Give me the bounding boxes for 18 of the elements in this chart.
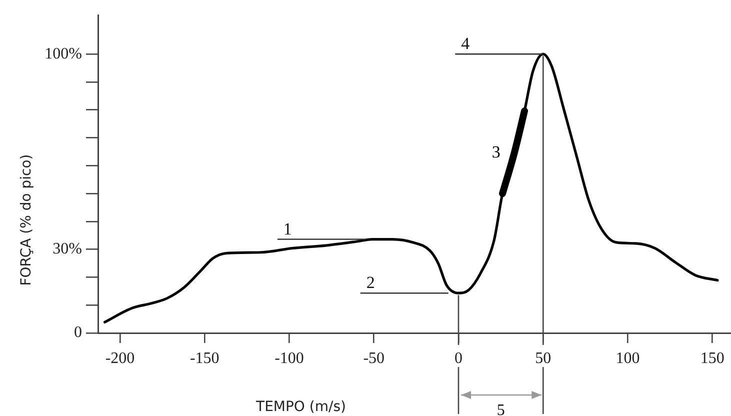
x-tick-label: -50 [363,350,385,367]
y-tick-label: 30% [52,240,82,258]
annotation: 1 [283,219,292,238]
x-tick-label: 50 [535,350,552,367]
x-tick-label: 0 [454,350,463,367]
x-tick-label: -200 [105,350,135,367]
y-tick-label: 100% [44,45,82,62]
x-tick-label: 150 [700,350,724,367]
text: 5 [496,402,505,416]
x-tick-label: 100 [616,350,640,367]
y-axis-title: FORÇA (% do pico) [18,154,35,286]
series-label: 3 [492,142,500,162]
x-axis-title: TEMPO (m/s) [255,399,346,415]
x-tick-label: -100 [274,350,304,367]
x-tick-label: -150 [190,350,220,367]
annotation: 4 [461,34,470,54]
y-tick-label: 0 [74,324,82,342]
annotation: 2 [366,273,375,292]
